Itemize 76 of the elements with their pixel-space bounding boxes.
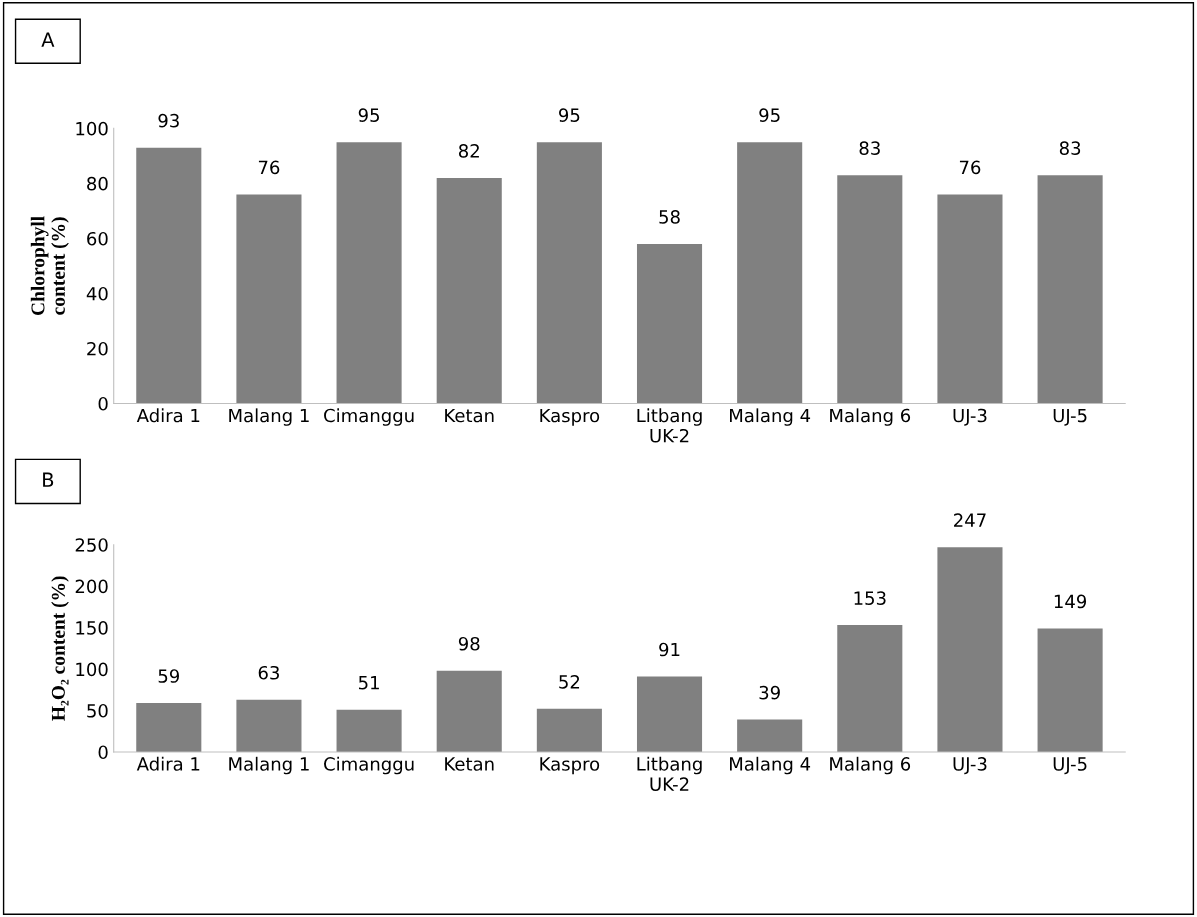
x-tick-label: Adira 1 — [136, 756, 200, 771]
bar — [837, 175, 903, 404]
data-label: 91 — [659, 642, 680, 657]
y-tick-label: 20 — [87, 341, 108, 356]
bar — [1037, 175, 1103, 404]
x-tick-label: UJ-5 — [1053, 408, 1087, 426]
data-label: 149 — [1054, 594, 1087, 609]
bar — [236, 194, 302, 404]
bar — [837, 625, 903, 752]
data-label: 63 — [258, 665, 279, 680]
bar — [937, 194, 1003, 404]
data-label: 83 — [859, 141, 880, 155]
y-tick-label: 100 — [76, 662, 108, 677]
bar — [937, 547, 1003, 752]
y-tick-label: 80 — [87, 176, 108, 191]
x-tick-label: Cimanggu — [324, 756, 414, 775]
y-tick-label: 50 — [87, 703, 108, 718]
x-tick-label: Malang 1 — [229, 408, 309, 426]
data-label: 58 — [659, 210, 680, 224]
data-label: 76 — [959, 160, 981, 175]
bar — [1037, 628, 1103, 752]
x-tick-label: Litbang UK-2 — [637, 756, 702, 791]
x-tick-label: Malang 6 — [830, 756, 911, 775]
data-label: 51 — [358, 676, 379, 690]
y-tick-label: 200 — [75, 579, 108, 594]
data-label: 59 — [158, 669, 180, 683]
bar — [436, 177, 502, 404]
data-label: 76 — [258, 160, 280, 175]
x-tick-label: UJ-3 — [953, 408, 987, 426]
y-tick-label: 0 — [98, 745, 108, 760]
x-tick-label: Ketan — [445, 408, 494, 423]
bar — [737, 142, 803, 404]
x-tick-label: Malang 1 — [229, 756, 309, 775]
data-label: 95 — [358, 108, 379, 122]
x-tick-label: Malang 4 — [730, 408, 811, 426]
data-label: 82 — [458, 144, 479, 158]
bar — [536, 142, 602, 404]
x-tick-label: Litbang UK-2 — [637, 408, 702, 443]
bar — [737, 719, 803, 752]
y-tick-label: 100 — [76, 121, 108, 136]
bar — [136, 147, 202, 404]
data-label: 153 — [854, 591, 886, 605]
y-tick-label: 60 — [87, 231, 108, 246]
bar — [336, 142, 402, 404]
x-tick-label: Adira 1 — [136, 408, 200, 423]
data-label: 93 — [158, 113, 179, 128]
chart-title: A — [41, 32, 55, 47]
bar — [336, 709, 402, 752]
data-label: 247 — [954, 513, 986, 527]
bar — [636, 676, 703, 752]
y-axis-title: H₂O₂ content (%) — [51, 576, 69, 721]
x-tick-label: Cimanggu — [324, 408, 414, 426]
y-tick-label: 150 — [76, 621, 108, 635]
data-label: 52 — [559, 675, 580, 689]
bar — [536, 708, 602, 752]
y-tick-label: 0 — [98, 396, 108, 411]
data-label: 83 — [1059, 141, 1081, 155]
x-tick-label: UJ-5 — [1053, 757, 1087, 775]
data-label: 98 — [458, 636, 480, 651]
bar — [236, 699, 302, 752]
bar — [436, 670, 502, 752]
bar — [636, 243, 703, 404]
data-label: 39 — [759, 685, 780, 700]
x-tick-label: UJ-3 — [953, 757, 987, 775]
y-axis-title: Chlorophyll content (%) — [30, 216, 69, 316]
x-tick-label: Malang 6 — [830, 408, 911, 426]
x-tick-label: Ketan — [445, 757, 494, 771]
data-label: 95 — [559, 108, 580, 122]
bar — [136, 703, 202, 752]
x-tick-label: Kaspro — [540, 757, 600, 775]
x-tick-label: Malang 4 — [730, 756, 811, 775]
x-tick-label: Kaspro — [540, 408, 600, 426]
data-label: 95 — [759, 108, 780, 122]
y-tick-label: 40 — [86, 286, 108, 301]
y-tick-label: 250 — [75, 538, 108, 552]
chart-title: B — [43, 472, 54, 487]
